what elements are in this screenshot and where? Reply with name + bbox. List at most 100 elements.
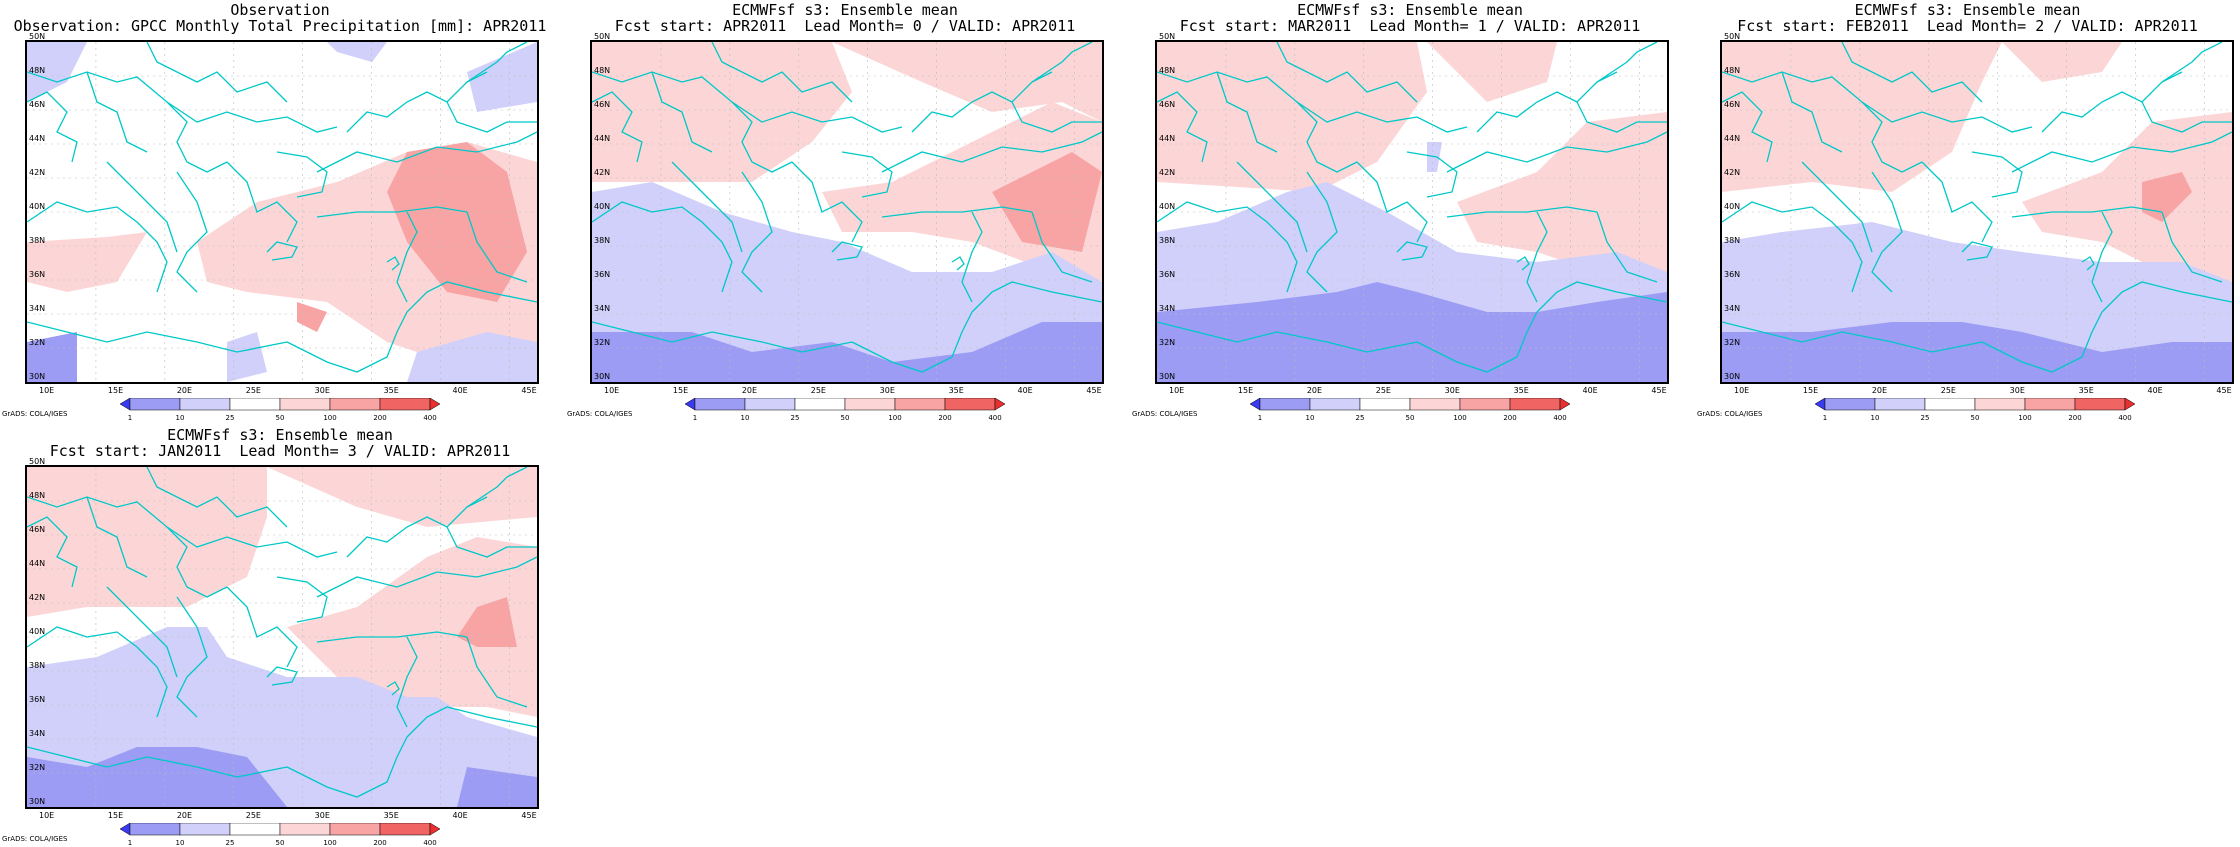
coastline [671, 161, 743, 253]
colorbar-tick-label: 50 [1971, 414, 1980, 422]
coastline [1981, 311, 2103, 373]
panel-title-line1: ECMWFsf s3: Ensemble mean [1854, 1, 2081, 19]
precipitation-map [27, 467, 537, 807]
colorbar-tick-label: 200 [373, 414, 386, 422]
coastline [316, 556, 537, 598]
lon-tick-label: 40E [1017, 386, 1033, 395]
colorbar-swatch [1815, 398, 1826, 411]
lon-tick-label: 15E [672, 386, 689, 395]
precipitation-map [1157, 42, 1667, 382]
coastline [446, 526, 537, 558]
coastline [791, 161, 863, 243]
colorbar-swatch [1924, 398, 1976, 411]
coastline [406, 281, 537, 313]
lat-tick-label: 30N [594, 372, 611, 381]
coastline [1157, 321, 1418, 353]
lon-tick-label: 10E [39, 386, 55, 395]
precipitation-map [1722, 42, 2232, 382]
precip-shade-region [2142, 172, 2192, 222]
panel-title-line2: Fcst start: FEB2011 Lead Month= 2 / VALI… [1737, 17, 2198, 35]
colorbar-swatch [1259, 398, 1311, 411]
lon-tick-label: 10E [604, 386, 620, 395]
colorbar-tick-label: 50 [841, 414, 850, 422]
coastline [1596, 42, 1658, 83]
coastline [1416, 311, 1538, 373]
colorbar-swatch [1459, 398, 1511, 411]
colorbar-tick-label: 100 [323, 839, 336, 847]
coastline [1476, 71, 1618, 133]
lat-tick-label: 48N [594, 66, 611, 75]
colorbar-tick-label: 25 [791, 414, 800, 422]
coastline [286, 311, 408, 373]
coastline [106, 586, 178, 678]
coastline [971, 281, 1102, 313]
lat-tick-label: 48N [1159, 66, 1176, 75]
colorbar: 1 10 25 50 100 200 400 [1815, 398, 2136, 422]
colorbar-swatch [794, 398, 846, 411]
precip-shade-region [27, 467, 267, 617]
precip-shade-region [27, 232, 147, 292]
lon-tick-label: 25E [1375, 386, 1391, 395]
coastline [86, 71, 148, 153]
lat-tick-label: 32N [1724, 338, 1741, 347]
lat-tick-label: 42N [29, 168, 46, 177]
colorbar-swatch [685, 398, 696, 411]
coastline [951, 256, 965, 271]
coastline [1296, 101, 1358, 173]
coastline [286, 736, 408, 798]
colorbar-swatch [429, 398, 441, 411]
coastline [146, 42, 288, 103]
coastline [911, 71, 1053, 133]
colorbar-swatch [120, 823, 131, 836]
precip-shade-region [467, 42, 537, 112]
colorbar-tick-label: 10 [1871, 414, 1880, 422]
coastline [226, 586, 298, 668]
coastline [1396, 241, 1428, 261]
lon-tick-label: 45E [2216, 386, 2232, 395]
lat-tick-label: 32N [29, 763, 46, 772]
precip-shade-region [2022, 112, 2232, 292]
lon-tick-label: 30E [2009, 386, 2025, 395]
coastline [2161, 42, 2223, 83]
colorbar-swatch [229, 823, 281, 836]
coastline [1526, 211, 1548, 303]
colorbar-tick-label: 10 [176, 839, 185, 847]
coastline [1276, 42, 1418, 103]
coastline [346, 71, 488, 133]
coastline [166, 526, 228, 598]
colorbar-tick-label: 400 [423, 414, 436, 422]
lon-tick-label: 30E [1444, 386, 1460, 395]
lat-tick-label: 30N [29, 372, 46, 381]
precip-shade-region [592, 322, 1102, 382]
coastline [316, 206, 468, 218]
lat-tick-label: 38N [1159, 236, 1176, 245]
lat-tick-label: 40N [29, 627, 46, 636]
lat-tick-label: 44N [29, 134, 46, 143]
coastline [1306, 171, 1338, 293]
precip-shade-region [1722, 322, 2232, 382]
coastline [1871, 171, 1903, 293]
colorbar-swatch [179, 823, 231, 836]
colorbar-swatch [1974, 398, 2026, 411]
lon-tick-label: 35E [383, 386, 399, 395]
lon-tick-label: 40E [2147, 386, 2163, 395]
coastline [466, 636, 528, 708]
coastline [592, 71, 903, 133]
coastline [316, 131, 537, 173]
coastline [831, 241, 863, 261]
lon-tick-label: 25E [810, 386, 826, 395]
precipitation-map [592, 42, 1102, 382]
coastline [1157, 91, 1208, 163]
coastline [1031, 211, 1093, 283]
panel-title-line2: Fcst start: MAR2011 Lead Month= 1 / VALI… [1179, 17, 1641, 35]
coastline [1576, 101, 1667, 133]
colorbar-swatch [129, 823, 181, 836]
precip-shade-region [992, 152, 1102, 252]
coastline [27, 746, 288, 778]
precip-shade-region [227, 332, 267, 382]
coastline [27, 496, 338, 558]
precip-shade-region [1157, 42, 1427, 192]
colorbar: 1 10 25 50 100 200 400 [120, 398, 441, 422]
colorbar-tick-label: 200 [1503, 414, 1516, 422]
coastline [1722, 201, 1863, 293]
